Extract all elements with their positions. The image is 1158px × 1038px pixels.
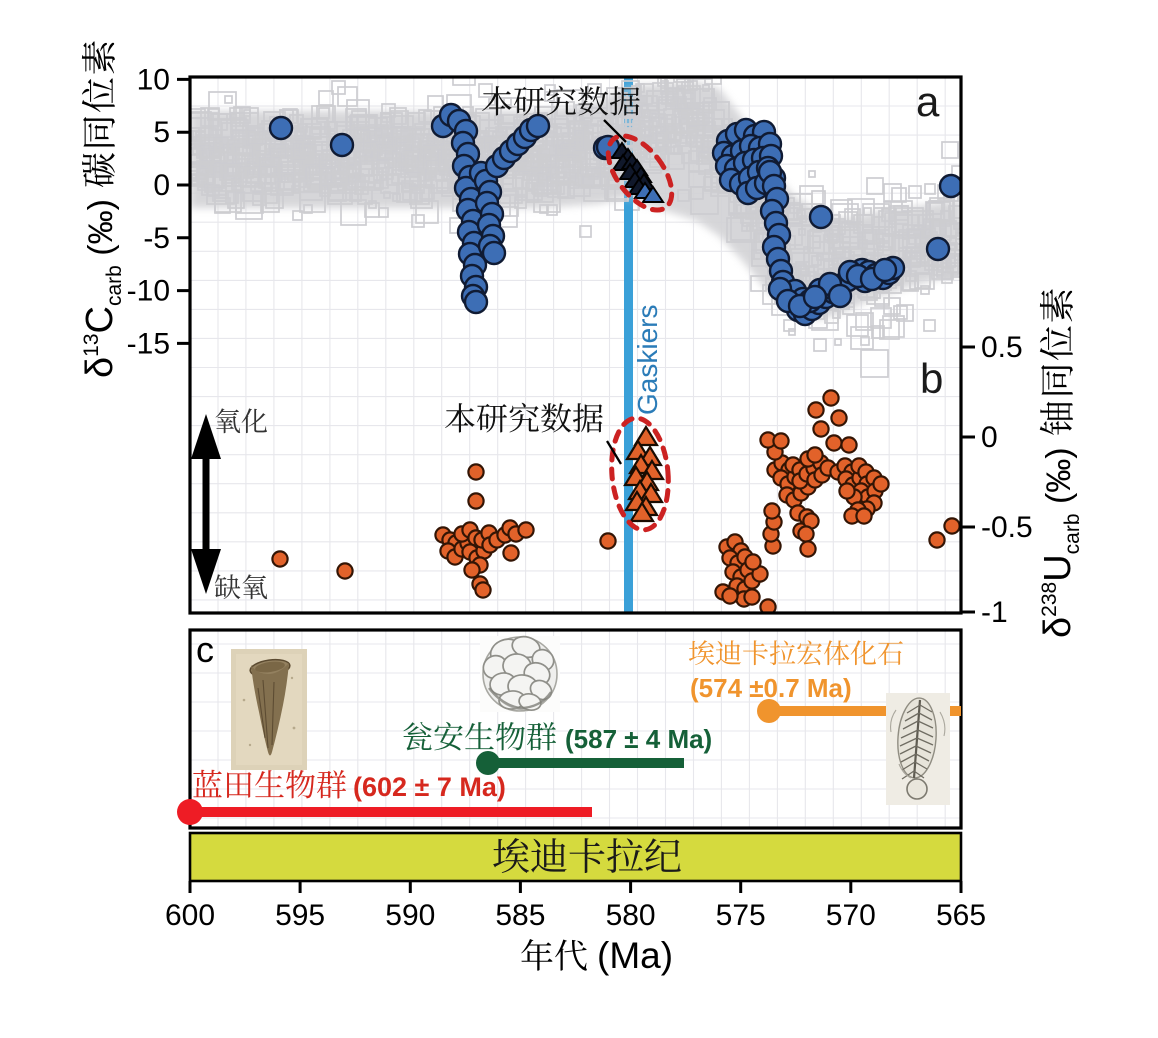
svg-text:-10: -10 <box>127 275 170 308</box>
svg-text:590: 590 <box>385 899 435 932</box>
svg-text:595: 595 <box>275 899 325 932</box>
svg-text:(587 ± 4 Ma): (587 ± 4 Ma) <box>565 724 712 754</box>
svg-text:-5: -5 <box>143 222 170 255</box>
svg-text:(602 ± 7 Ma): (602 ± 7 Ma) <box>353 772 506 802</box>
svg-text:580: 580 <box>606 899 656 932</box>
svg-text:10: 10 <box>137 63 170 96</box>
svg-text:c: c <box>196 629 214 670</box>
svg-text:0.5: 0.5 <box>981 331 1023 364</box>
svg-text:570: 570 <box>826 899 876 932</box>
svg-text:5: 5 <box>153 116 170 149</box>
svg-text:(574 ±0.7 Ma): (574 ±0.7 Ma) <box>690 673 852 703</box>
svg-text:-0.5: -0.5 <box>981 511 1033 544</box>
svg-text:(Ma): (Ma) <box>597 935 673 976</box>
svg-text:Gaskiers: Gaskiers <box>632 305 663 415</box>
svg-text:575: 575 <box>716 899 766 932</box>
svg-text:0: 0 <box>981 421 998 454</box>
svg-text:a: a <box>916 78 940 125</box>
svg-text:b: b <box>920 355 943 402</box>
svg-text:-1: -1 <box>981 596 1008 629</box>
svg-text:-15: -15 <box>127 327 170 360</box>
svg-text:585: 585 <box>495 899 545 932</box>
svg-text:0: 0 <box>153 169 170 202</box>
svg-text:600: 600 <box>165 899 215 932</box>
svg-text:565: 565 <box>936 899 986 932</box>
